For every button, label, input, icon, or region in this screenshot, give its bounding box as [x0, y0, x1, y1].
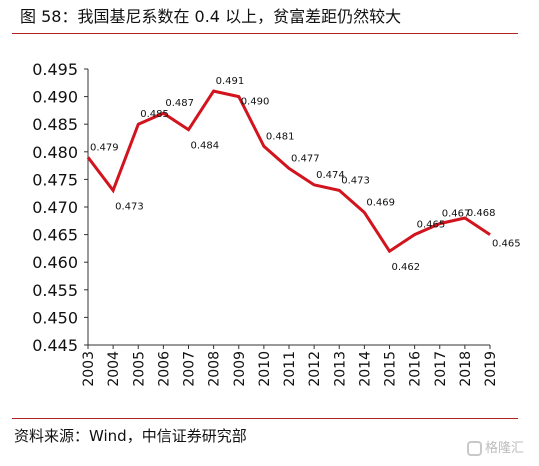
data-label: 0.469	[366, 198, 395, 209]
x-axis-ticks: 2003 2004 2005 2006 2007 2008 2009 2010 2011 2012…	[81, 345, 499, 387]
data-label: 0.477	[291, 153, 320, 164]
y-tick-label: 0.450	[32, 308, 78, 327]
y-tick-label: 0.445	[32, 336, 78, 355]
data-label: 0.473	[341, 175, 370, 186]
y-tick-label: 0.495	[32, 60, 78, 79]
y-tick-label: 0.485	[32, 115, 78, 134]
x-tick-label: 2015	[383, 351, 399, 387]
gini-series	[86, 89, 491, 254]
y-tick-label: 0.460	[32, 253, 78, 272]
source-note: 资料来源：Wind，中信证券研究部	[14, 427, 247, 445]
x-tick-label: 2006	[156, 351, 172, 387]
x-tick-label: 2003	[81, 351, 97, 387]
x-tick-label: 2017	[433, 351, 449, 387]
y-tick-label: 0.480	[32, 143, 78, 162]
x-tick-label: 2019	[483, 351, 499, 387]
data-label: 0.491	[216, 76, 245, 87]
x-tick-label: 2004	[106, 351, 122, 387]
data-label: 0.490	[241, 97, 270, 108]
x-tick-label: 2018	[458, 351, 474, 387]
y-tick-label: 0.470	[32, 198, 78, 217]
title-divider	[12, 33, 518, 34]
series-line	[86, 89, 491, 254]
data-label: 0.462	[392, 262, 421, 273]
watermark: 格隆汇	[467, 438, 524, 460]
source-divider	[12, 418, 518, 419]
data-label: 0.465	[492, 239, 521, 250]
data-label: 0.473	[115, 201, 144, 212]
data-label: 0.484	[191, 141, 220, 152]
watermark-text: 格隆汇	[485, 441, 525, 456]
x-tick-label: 2013	[332, 351, 348, 387]
x-tick-label: 2011	[282, 351, 298, 387]
data-label: 0.467	[442, 209, 471, 220]
data-label: 0.468	[467, 208, 496, 219]
data-label: 0.474	[316, 170, 345, 181]
x-tick-label: 2009	[232, 351, 248, 387]
x-tick-label: 2007	[182, 351, 198, 387]
y-tick-label: 0.475	[32, 170, 78, 189]
x-tick-label: 2010	[257, 351, 273, 387]
x-tick-label: 2016	[408, 351, 424, 387]
x-tick-label: 2008	[207, 351, 223, 387]
x-tick-label: 2005	[131, 351, 147, 387]
y-tick-label: 0.490	[32, 88, 78, 107]
data-label: 0.487	[165, 98, 194, 109]
x-tick-label: 2012	[307, 351, 323, 387]
watermark-logo-icon	[467, 441, 482, 456]
data-label: 0.465	[417, 220, 446, 231]
x-tick-label: 2014	[357, 351, 373, 387]
data-label: 0.485	[140, 109, 169, 120]
y-tick-label: 0.455	[32, 281, 78, 300]
y-axis-ticks: 0.445 0.450 0.455 0.460 0.465 0.470 0.475 0.480…	[32, 60, 88, 355]
chart-title: 图 58：我国基尼系数在 0.4 以上，贫富差距仍然较大	[20, 7, 402, 26]
data-label: 0.481	[266, 131, 295, 142]
data-label: 0.479	[90, 142, 119, 153]
y-tick-label: 0.465	[32, 226, 78, 245]
